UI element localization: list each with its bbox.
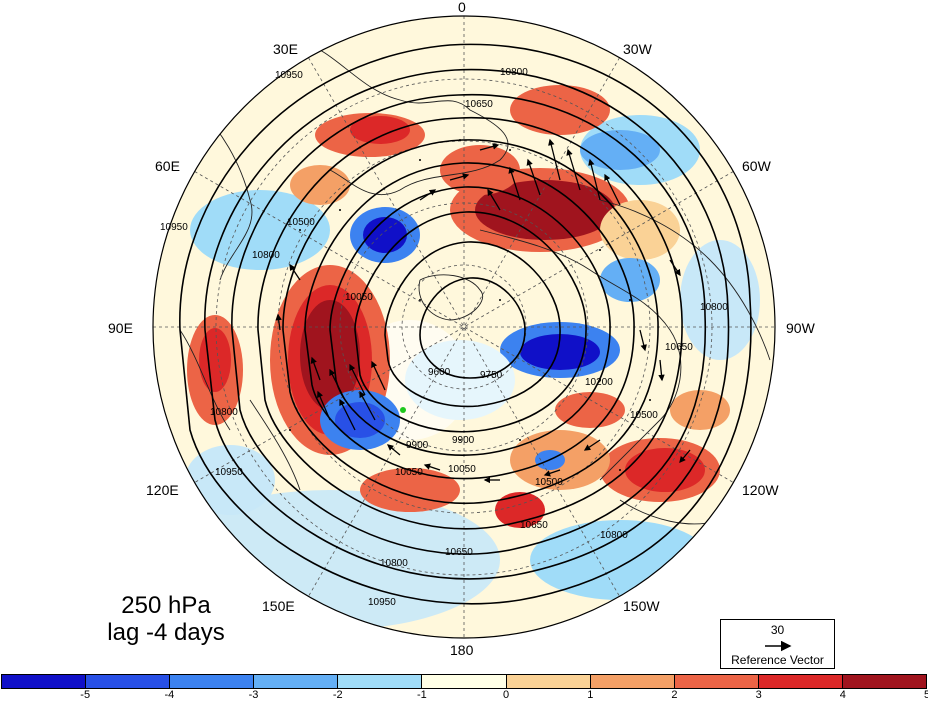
colorbar-tick-label: 4 — [839, 689, 846, 701]
lon-label-90w: 90W — [786, 320, 815, 336]
contour-label: 9600 — [428, 367, 451, 378]
colorbar-tick-label: -2 — [332, 689, 343, 701]
lon-label-120e: 120E — [146, 482, 179, 498]
reference-arrow-icon — [765, 640, 792, 652]
colorbar — [1, 674, 927, 689]
colorbar-tick-label: -3 — [248, 689, 259, 701]
anomaly-blobs — [160, 85, 760, 630]
lon-label-180: 180 — [450, 642, 474, 658]
reference-vector-box: 30 Reference Vector — [720, 619, 835, 669]
contour-label: 10800 — [210, 407, 238, 418]
colorbar-tick-label: 0 — [503, 689, 510, 701]
lon-label-30e: 30E — [273, 41, 298, 57]
contour-label: 10650 — [665, 342, 693, 353]
colorbar-segment — [506, 675, 591, 688]
contour-label: 9900 — [452, 435, 475, 446]
contour-label: 9750 — [480, 370, 503, 381]
lag-label: lag -4 days — [107, 619, 225, 646]
pressure-level-label: 250 hPa — [121, 592, 211, 619]
lon-label-90e: 90E — [108, 320, 133, 336]
contour-label: 10500 — [630, 410, 658, 421]
wind-vectors — [275, 138, 691, 484]
contour-label: 10800 — [500, 67, 528, 78]
contour-label-group: 10950 10800 10650 10500 10800 10950 1020… — [160, 67, 728, 608]
colorbar-segment — [254, 675, 339, 688]
reference-vector-magnitude: 30 — [770, 623, 785, 637]
map-disk — [153, 16, 775, 638]
contour-label: 10050 — [395, 467, 423, 478]
lon-label-150w: 150W — [623, 598, 660, 614]
lon-label-0: 0 — [458, 0, 466, 15]
lon-label-60e: 60E — [155, 158, 180, 174]
contour-label: 10950 — [215, 467, 243, 478]
colorbar-tick-label: 1 — [587, 689, 594, 701]
colorbar-tick-label: 2 — [671, 689, 678, 701]
colorbar-tick-label: -5 — [80, 689, 91, 701]
colorbar-segment — [86, 675, 171, 688]
contour-label: 10650 — [465, 99, 493, 110]
lon-label-150e: 150E — [262, 598, 295, 614]
contour-label: 10500 — [287, 217, 315, 228]
colorbar-segment — [422, 675, 507, 688]
contour-label: 10050 — [345, 292, 373, 303]
colorbar-segment — [170, 675, 255, 688]
contour-label: 10800 — [380, 558, 408, 569]
contour-label: 10200 — [585, 377, 613, 388]
lon-label-60w: 60W — [742, 158, 771, 174]
map-boundary — [152, 15, 776, 639]
colorbar-segment — [842, 675, 927, 688]
colorbar-segment — [2, 675, 87, 688]
reference-vector-label: Reference Vector — [731, 653, 824, 667]
colorbar-tick-label: -4 — [164, 689, 175, 701]
colorbar-tick-label: 5 — [923, 689, 928, 701]
contour-label: 10650 — [445, 547, 473, 558]
contour-label: 9900 — [406, 440, 429, 451]
lon-label-120w: 120W — [742, 482, 779, 498]
lon-label-30w: 30W — [623, 41, 652, 57]
colorbar-segment — [674, 675, 759, 688]
point-marker — [400, 407, 406, 413]
wind-vectors-small — [289, 139, 651, 471]
contour-label: 10650 — [520, 520, 548, 531]
contour-label: 10800 — [600, 530, 628, 541]
colorbar-segment — [758, 675, 843, 688]
contour-label: 10950 — [160, 222, 188, 233]
colorbar-segment — [590, 675, 675, 688]
figure-annotation: 250 hPa lag -4 days — [82, 592, 250, 646]
colorbar-tick-label: 3 — [755, 689, 762, 701]
contour-label: 10500 — [535, 477, 563, 488]
height-contours — [179, 43, 752, 605]
colorbar-segment — [338, 675, 423, 688]
contour-label: 10800 — [700, 302, 728, 313]
contour-label: 10050 — [448, 464, 476, 475]
contour-label: 10950 — [368, 597, 396, 608]
colorbar-tick-label: -1 — [417, 689, 427, 701]
contour-label: 10800 — [252, 250, 280, 261]
contour-label: 10950 — [275, 70, 303, 81]
